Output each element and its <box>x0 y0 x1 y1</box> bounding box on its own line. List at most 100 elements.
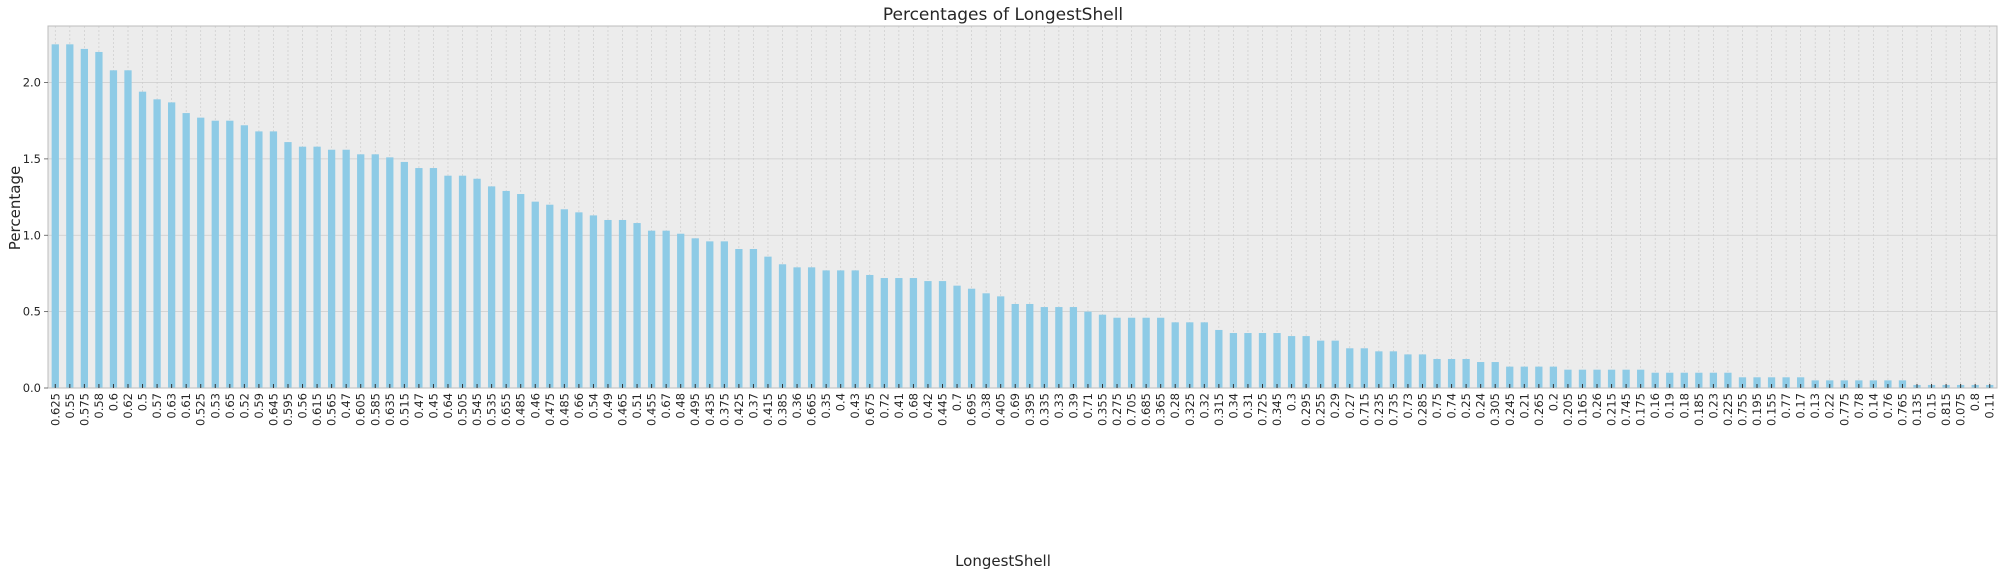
x-tick-label: 0.615 <box>310 393 324 426</box>
x-tick-label: 0.265 <box>1532 393 1546 426</box>
x-tick-label: 0.39 <box>1066 393 1080 419</box>
bar <box>938 281 947 388</box>
bar <box>284 142 292 388</box>
bar <box>1637 369 1645 388</box>
bar <box>1506 366 1514 388</box>
bar <box>1287 336 1296 388</box>
x-tick-label: 0.235 <box>1372 393 1386 426</box>
x-tick-label: 0.355 <box>1095 393 1109 426</box>
x-tick-label: 0.23 <box>1706 393 1720 419</box>
x-tick-label: 0.4 <box>834 393 848 411</box>
bar <box>1040 307 1048 388</box>
x-tick-label: 0.46 <box>528 393 542 419</box>
x-tick-label: 0.65 <box>223 393 237 419</box>
x-tick-label: 0.075 <box>1954 393 1968 426</box>
x-tick-label: 0.24 <box>1474 393 1488 419</box>
x-tick-label: 0.645 <box>266 393 280 426</box>
x-tick-label: 0.165 <box>1575 393 1589 426</box>
x-tick-label: 0.485 <box>514 393 528 426</box>
bar <box>109 70 118 389</box>
chart-title: Percentages of LongestShell <box>883 5 1123 25</box>
x-tick-label: 0.18 <box>1677 393 1691 419</box>
bar <box>866 274 874 388</box>
x-tick-label: 0.73 <box>1401 393 1415 419</box>
x-tick-label: 0.19 <box>1663 393 1677 419</box>
x-tick-label: 0.45 <box>426 393 440 419</box>
bar <box>429 168 438 388</box>
bar <box>1011 303 1019 388</box>
x-tick-label: 0.485 <box>557 393 571 426</box>
x-tick-label: 0.13 <box>1808 393 1822 419</box>
x-tick-label: 0.765 <box>1895 393 1909 426</box>
x-tick-label: 0.54 <box>586 393 600 419</box>
bar <box>458 175 467 388</box>
x-tick-label: 0.11 <box>1983 393 1997 419</box>
y-tick-label: 2.0 <box>23 76 41 90</box>
bar <box>182 113 190 388</box>
y-tick-label: 0.5 <box>23 305 41 319</box>
x-tick-label: 0.725 <box>1255 393 1269 426</box>
x-tick-label: 0.34 <box>1226 393 1240 419</box>
x-tick-label: 0.365 <box>1154 393 1168 426</box>
x-tick-label: 0.36 <box>790 393 804 419</box>
bar <box>575 212 583 388</box>
x-tick-label: 0.385 <box>776 393 790 426</box>
bar <box>1738 377 1747 388</box>
bar <box>66 44 74 389</box>
x-tick-label: 0.375 <box>717 393 731 426</box>
x-tick-label: 0.77 <box>1779 393 1793 419</box>
bar <box>662 230 670 388</box>
bar <box>255 131 263 389</box>
x-tick-label: 0.685 <box>1139 393 1153 426</box>
bar <box>327 149 336 388</box>
bar <box>1317 340 1325 388</box>
bar <box>269 131 278 389</box>
x-tick-label: 0.815 <box>1939 393 1953 426</box>
bar <box>1607 369 1616 388</box>
bar <box>371 154 379 388</box>
bars <box>51 44 1994 389</box>
bar <box>1360 348 1368 388</box>
bar <box>197 117 205 388</box>
bar <box>95 51 103 388</box>
bar <box>851 270 859 388</box>
bar <box>1127 317 1136 388</box>
bar <box>1462 358 1470 388</box>
bar <box>589 215 598 388</box>
bar <box>1055 307 1063 388</box>
bar <box>1229 333 1238 388</box>
bar <box>124 70 132 389</box>
x-tick-label: 0.61 <box>179 393 193 419</box>
bar <box>647 230 656 388</box>
bar <box>1549 366 1558 388</box>
bar <box>546 204 554 388</box>
bar <box>1273 333 1281 388</box>
x-tick-label: 0.565 <box>325 393 339 426</box>
x-tick-label: 0.775 <box>1837 393 1851 426</box>
x-tick-label: 0.29 <box>1328 393 1342 419</box>
x-tick-label: 0.405 <box>994 393 1008 426</box>
bar <box>1535 366 1543 388</box>
bar <box>822 270 830 388</box>
bar <box>1331 340 1339 388</box>
bar <box>1433 358 1441 388</box>
bar <box>1026 303 1034 388</box>
x-tick-label: 0.62 <box>121 393 135 419</box>
bar <box>1651 372 1659 388</box>
bar <box>778 264 787 388</box>
bar <box>1520 366 1528 388</box>
bar <box>313 146 321 388</box>
x-tick-label: 0.435 <box>703 393 717 426</box>
bar <box>517 194 525 388</box>
bar <box>167 102 176 388</box>
bar <box>1113 317 1121 388</box>
x-tick-label: 0.55 <box>63 393 77 419</box>
x-tick-label: 0.47 <box>339 393 353 419</box>
bar <box>357 154 365 388</box>
x-tick-label: 0.48 <box>674 393 688 419</box>
bar <box>1171 322 1179 388</box>
x-tick-label: 0.175 <box>1634 393 1648 426</box>
x-tick-label: 0.14 <box>1866 393 1880 419</box>
bar <box>1447 358 1456 388</box>
